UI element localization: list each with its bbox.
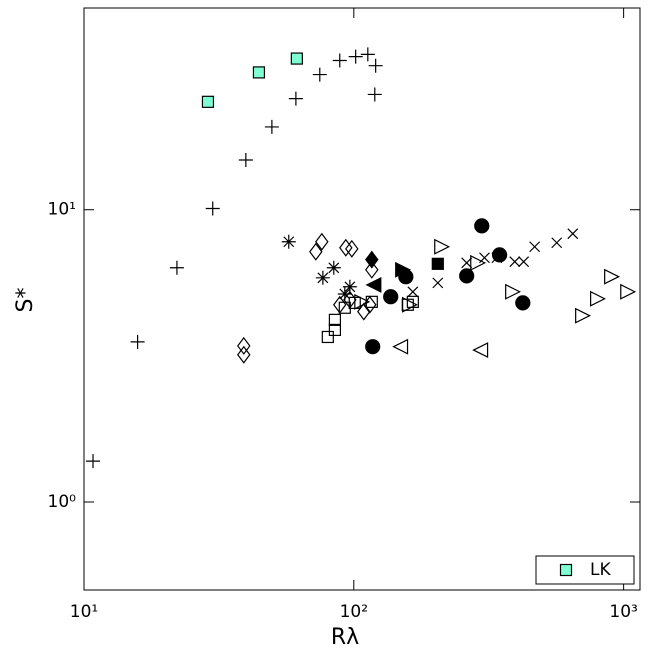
y-tick-label: 10⁰ — [48, 492, 77, 512]
point — [432, 277, 444, 289]
point — [470, 254, 487, 271]
point — [402, 296, 418, 313]
point — [431, 257, 444, 270]
point — [315, 270, 330, 285]
point — [365, 250, 379, 269]
x-axis-label: Rλ — [331, 625, 359, 650]
point — [518, 256, 530, 268]
point — [407, 286, 419, 298]
x-tick-label: 10² — [340, 602, 368, 622]
x-tick-label: 10¹ — [70, 602, 98, 622]
point — [367, 87, 382, 102]
point — [288, 91, 303, 106]
point — [252, 66, 266, 79]
point — [326, 260, 341, 275]
point — [328, 323, 342, 337]
point — [365, 295, 378, 308]
point — [201, 95, 215, 108]
point — [238, 152, 253, 167]
y-tick-label: 10¹ — [48, 200, 76, 220]
point — [505, 283, 522, 300]
point — [321, 330, 334, 344]
point — [459, 268, 475, 284]
point — [264, 119, 279, 134]
x-tick-label: 10³ — [609, 602, 637, 622]
point — [337, 286, 352, 301]
point — [474, 218, 490, 234]
point — [281, 234, 296, 249]
point — [365, 260, 379, 279]
point — [529, 241, 541, 253]
point — [205, 201, 220, 216]
point — [472, 342, 489, 359]
point — [395, 261, 412, 278]
point — [130, 334, 145, 349]
point — [315, 232, 329, 251]
point — [515, 295, 531, 311]
legend-marker — [559, 563, 573, 577]
point — [360, 47, 375, 62]
point — [620, 283, 637, 300]
point — [169, 260, 184, 275]
point — [86, 454, 101, 469]
point — [354, 293, 371, 310]
point — [365, 276, 382, 293]
point — [604, 268, 621, 285]
point — [590, 290, 606, 307]
point — [237, 345, 251, 364]
point — [509, 256, 521, 268]
point — [368, 58, 383, 73]
point — [363, 295, 377, 314]
point — [434, 238, 451, 255]
point — [365, 339, 381, 355]
point — [383, 289, 399, 305]
point — [328, 313, 342, 326]
point — [491, 252, 503, 264]
point — [237, 336, 251, 355]
point — [332, 53, 347, 68]
point — [339, 238, 353, 257]
point — [392, 338, 409, 355]
point — [551, 237, 563, 249]
point — [312, 67, 327, 82]
point — [290, 52, 303, 65]
plot-frame — [83, 7, 641, 591]
point — [567, 228, 579, 240]
y-axis-label: S* — [13, 288, 38, 313]
legend-label: LK — [590, 560, 611, 580]
point — [348, 49, 363, 64]
point — [338, 301, 351, 314]
point — [342, 279, 357, 294]
point — [406, 295, 419, 308]
point — [479, 252, 490, 264]
point — [345, 239, 359, 258]
point — [461, 257, 473, 269]
point — [309, 242, 323, 261]
point — [575, 307, 592, 324]
legend-box — [535, 555, 635, 585]
